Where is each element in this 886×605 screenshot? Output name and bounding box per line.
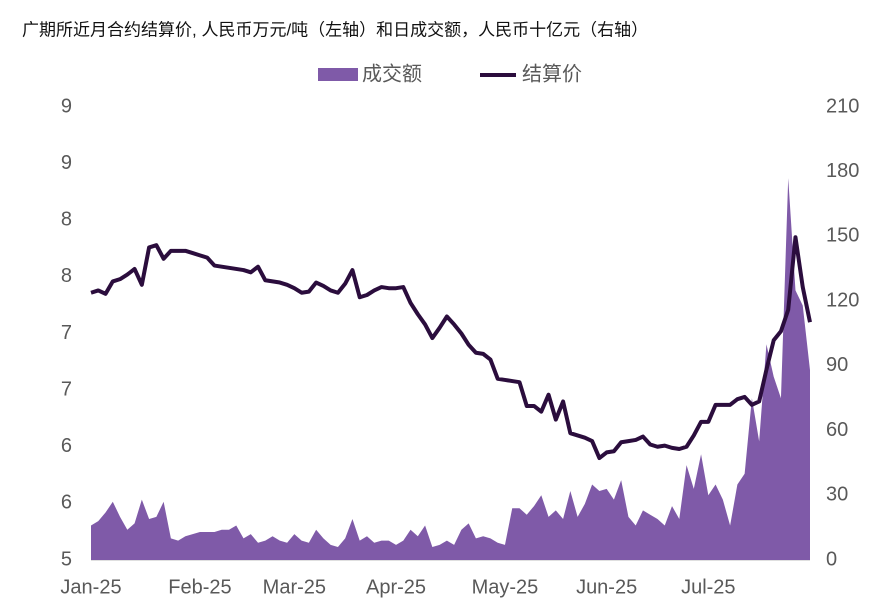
legend-label: 成交额 (362, 62, 422, 85)
x-tick-label: Apr-25 (366, 576, 426, 598)
line (90, 235, 812, 461)
y-tick-label: 5 (61, 548, 72, 570)
x-tick-label: Jun-25 (576, 576, 637, 598)
y-tick-label: 6 (61, 492, 72, 514)
y2-tick-label: 60 (826, 419, 848, 441)
y2-tick-label: 90 (826, 354, 848, 376)
legend-label: 结算价 (522, 62, 582, 85)
y-tick-label: 9 (61, 152, 72, 174)
y-tick-label: 7 (61, 378, 72, 400)
x-tick-label: Feb-25 (168, 576, 231, 598)
y2-tick-label: 120 (826, 289, 859, 311)
y-tick-label: 8 (61, 265, 72, 287)
chart-title: 广期所近月合约结算价, 人民币万元/吨（左轴）和日成交额，人民币十亿元（右轴） (22, 20, 648, 39)
x-tick-label: Jul-25 (681, 576, 735, 598)
y2-tick-label: 30 (826, 484, 848, 506)
y-tick-label: 6 (61, 435, 72, 457)
y-tick-label: 8 (61, 209, 72, 231)
y2-tick-label: 210 (826, 95, 859, 117)
area (91, 178, 810, 560)
x-tick-label: Jan-25 (60, 576, 121, 598)
x-tick-label: May-25 (472, 576, 539, 598)
legend-swatch (318, 68, 358, 81)
y2-tick-label: 150 (826, 225, 859, 247)
x-tick-label: Mar-25 (263, 576, 326, 598)
y-tick-label: 7 (61, 322, 72, 344)
y2-tick-label: 0 (826, 548, 837, 570)
y2-tick-label: 180 (826, 160, 859, 182)
y-tick-label: 9 (61, 95, 72, 117)
